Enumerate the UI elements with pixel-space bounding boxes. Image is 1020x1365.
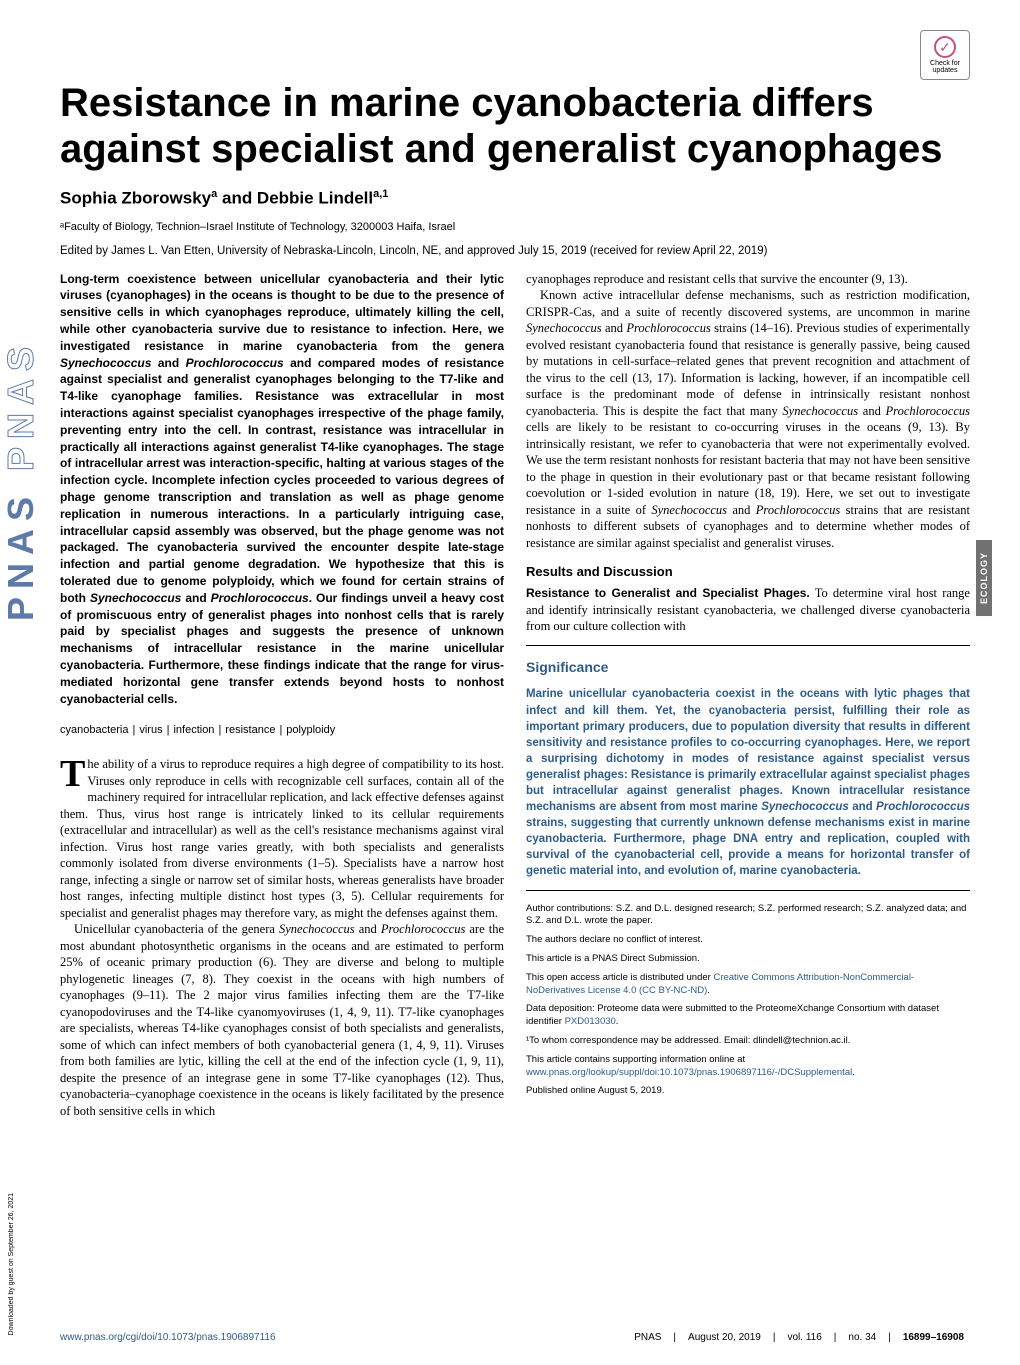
footer-vol: vol. 116 [787,1332,821,1343]
data-link[interactable]: PXD013030 [565,1016,616,1027]
footer-journal: PNAS [634,1332,661,1343]
doi-link[interactable]: www.pnas.org/cgi/doi/10.1073/pnas.190689… [60,1332,276,1343]
column-right: cyanophages reproduce and resistant cell… [526,271,970,1120]
supp-post: . [852,1067,855,1078]
introduction: The ability of a virus to reproduce requ… [60,756,504,1119]
footer-citation: PNAS|August 20, 2019|vol. 116|no. 34|168… [628,1332,970,1343]
intro-paragraph-2: Unicellular cyanobacteria of the genera … [60,921,504,1119]
page-content: ✓ Check for updates ECOLOGY Resistance i… [60,30,970,1119]
footer-notes: Author contributions: S.Z. and D.L. desi… [526,903,970,1099]
pnas-logo-solid: PNAS [0,489,41,621]
downloaded-note: Downloaded by guest on September 26, 202… [8,1193,15,1335]
license-post: . [707,985,710,996]
intro-paragraph-1: The ability of a virus to reproduce requ… [60,756,504,921]
abstract: Long-term coexistence between unicellula… [60,271,504,708]
authors: Sophia Zborowskya and Debbie Lindella,1 [60,188,970,209]
edited-by: Edited by James L. Van Etten, University… [60,245,970,257]
license: This open access article is distributed … [526,972,970,998]
data-post: . [616,1016,619,1027]
results-text: Resistance to Generalist and Specialist … [526,585,970,635]
intro-p1-text: he ability of a virus to reproduce requi… [60,757,504,920]
footer-doi[interactable]: www.pnas.org/cgi/doi/10.1073/pnas.190689… [60,1332,276,1343]
data-deposition: Data deposition: Proteome data were subm… [526,1003,970,1029]
significance-heading: Significance [526,658,970,677]
keyword: virus [139,724,162,736]
page-footer: www.pnas.org/cgi/doi/10.1073/pnas.190689… [60,1332,970,1343]
footer-no: no. 34 [848,1332,876,1343]
published-date: Published online August 5, 2019. [526,1085,970,1098]
check-for-updates-badge[interactable]: ✓ Check for updates [920,30,970,80]
col2-p1: cyanophages reproduce and resistant cell… [526,271,970,288]
pnas-logo-outline: PNAS [0,339,41,471]
two-column-layout: Long-term coexistence between unicellula… [60,271,970,1120]
supp-link[interactable]: www.pnas.org/lookup/suppl/doi:10.1073/pn… [526,1067,852,1078]
affiliation: ᵃFaculty of Biology, Technion–Israel Ins… [60,221,970,233]
supplementary: This article contains supporting informa… [526,1054,970,1080]
keyword: infection [173,724,214,736]
keywords: cyanobacteria|virus|infection|resistance… [60,723,504,738]
footer-date: August 20, 2019 [688,1332,761,1343]
badge-label-2: updates [933,67,958,74]
article-title: Resistance in marine cyanobacteria diffe… [60,80,970,172]
significance-box: Significance Marine unicellular cyanobac… [526,645,970,891]
license-pre: This open access article is distributed … [526,972,713,983]
footer-pages: 16899–16908 [903,1332,964,1343]
check-updates-icon: ✓ [934,36,956,58]
significance-text: Marine unicellular cyanobacteria coexist… [526,686,970,879]
pnas-sidebar-logo: PNAS PNAS [0,180,28,780]
badge-label-1: Check for [930,60,960,67]
keyword: cyanobacteria [60,724,129,736]
results-heading: Results and Discussion [526,563,970,581]
col2-continuation: cyanophages reproduce and resistant cell… [526,271,970,552]
direct-submission: This article is a PNAS Direct Submission… [526,953,970,966]
author-contributions: Author contributions: S.Z. and D.L. desi… [526,903,970,929]
col2-p2: Known active intracellular defense mecha… [526,287,970,551]
category-tab: ECOLOGY [976,540,992,616]
keyword: polyploidy [286,724,335,736]
keyword: resistance [225,724,275,736]
conflict-statement: The authors declare no conflict of inter… [526,934,970,947]
supp-pre: This article contains supporting informa… [526,1054,745,1065]
results-subheading: Resistance to Generalist and Specialist … [526,586,810,600]
correspondence: ¹To whom correspondence may be addressed… [526,1035,970,1048]
column-left: Long-term coexistence between unicellula… [60,271,504,1120]
